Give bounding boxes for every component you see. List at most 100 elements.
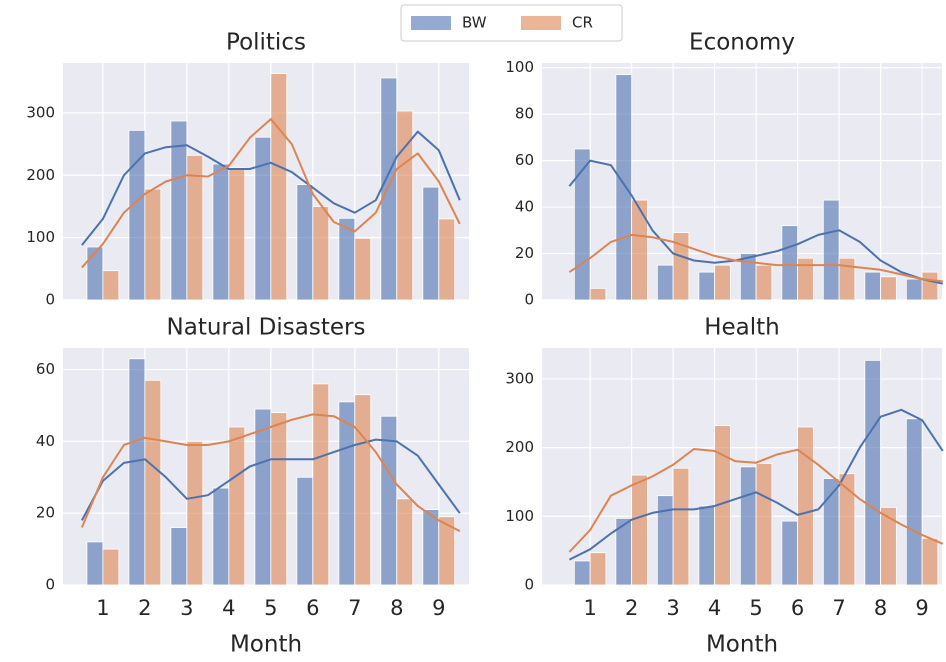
bar: [170, 527, 188, 586]
bar: [128, 358, 146, 586]
subplot-title: Politics: [226, 30, 306, 56]
bar: [270, 412, 288, 586]
y-tick-label: 40: [515, 198, 534, 216]
bar: [254, 408, 272, 586]
legend-label: CR: [572, 14, 593, 32]
x-tick-label: 4: [222, 596, 235, 620]
y-tick-label: 300: [26, 103, 55, 121]
legend-label: BW: [462, 14, 487, 32]
bar: [880, 276, 897, 301]
bar: [228, 167, 246, 301]
x-tick-label: 6: [306, 596, 319, 620]
y-tick-label: 300: [505, 369, 534, 387]
y-tick-label: 40: [36, 432, 55, 450]
y-tick-label: 200: [26, 166, 55, 184]
y-tick-label: 100: [505, 507, 534, 525]
subplot-title: Economy: [689, 30, 795, 56]
bar: [354, 394, 372, 586]
bar: [144, 188, 162, 301]
kde-line: [568, 448, 944, 553]
legend: BW CR: [400, 4, 623, 42]
y-tick-label: 0: [524, 576, 534, 594]
x-tick-label: 9: [432, 596, 445, 620]
bar: [422, 509, 440, 586]
bar: [921, 537, 939, 586]
bar: [698, 505, 716, 586]
bar: [254, 136, 272, 301]
bar: [589, 287, 607, 301]
legend-box: [400, 4, 623, 42]
x-tick-label: 7: [348, 596, 361, 620]
bar: [864, 271, 881, 301]
x-axis-label: Month: [230, 632, 302, 658]
bar: [781, 225, 799, 301]
x-tick-label: 5: [749, 596, 762, 620]
bar: [296, 476, 314, 586]
bar: [921, 271, 939, 301]
y-tick-label: 0: [524, 291, 534, 309]
bar: [102, 548, 120, 586]
y-tick-label: 0: [45, 576, 55, 594]
subplot-title: Health: [704, 315, 780, 341]
kde-line: [80, 413, 461, 532]
bar: [186, 440, 204, 586]
subplot: Health 0 100 200 300 1 2 3 4 5 6 7 8 9 Month: [505, 315, 944, 658]
subplot: Politics 0 100 200 300: [26, 30, 469, 309]
kde-line: [568, 233, 943, 283]
y-tick-label: 0: [45, 291, 55, 309]
bar: [102, 270, 120, 301]
x-tick-label: 6: [791, 596, 804, 620]
bar: [631, 199, 648, 301]
bar: [573, 560, 591, 586]
bar: [838, 257, 856, 301]
y-tick-label: 200: [505, 438, 534, 456]
bar: [905, 278, 923, 301]
bar: [354, 237, 372, 301]
bar: [86, 541, 104, 586]
x-tick-label: 9: [915, 596, 928, 620]
kde-line: [81, 130, 461, 246]
bar: [797, 426, 814, 586]
y-tick-label: 60: [515, 151, 534, 169]
subplot: Economy 0 20 40 60 80 100: [505, 30, 944, 309]
bar: [714, 264, 731, 301]
kde-line: [81, 118, 461, 269]
x-tick-label: 2: [625, 596, 638, 620]
bar: [589, 552, 607, 586]
x-tick-label: 3: [180, 596, 193, 620]
bar: [212, 487, 230, 586]
x-tick-label: 1: [583, 596, 596, 620]
y-tick-label: 100: [26, 228, 55, 246]
bar: [296, 184, 314, 301]
bar: [422, 186, 440, 301]
bar: [312, 206, 330, 301]
bar: [312, 383, 330, 586]
bar: [144, 379, 162, 586]
y-tick-label: 80: [515, 105, 534, 123]
bar: [228, 426, 246, 586]
bar: [631, 474, 648, 586]
y-tick-label: 20: [36, 504, 55, 522]
bar: [698, 271, 716, 301]
bar: [864, 359, 881, 586]
bar: [797, 257, 814, 301]
bar: [270, 73, 288, 301]
bar: [739, 466, 757, 586]
legend-patch: [411, 16, 451, 30]
subplot-title: Natural Disasters: [167, 315, 366, 341]
legend-patch: [521, 16, 561, 30]
kde-line: [568, 159, 944, 285]
bar: [615, 74, 633, 301]
y-tick-label: 20: [515, 244, 534, 262]
bar: [672, 467, 690, 586]
bar: [905, 418, 923, 586]
x-tick-label: 8: [390, 596, 403, 620]
bar: [573, 148, 591, 301]
bar: [822, 199, 840, 301]
x-tick-label: 7: [832, 596, 845, 620]
bar: [396, 110, 414, 301]
x-tick-label: 5: [264, 596, 277, 620]
bar: [338, 401, 356, 586]
bar: [755, 264, 773, 301]
